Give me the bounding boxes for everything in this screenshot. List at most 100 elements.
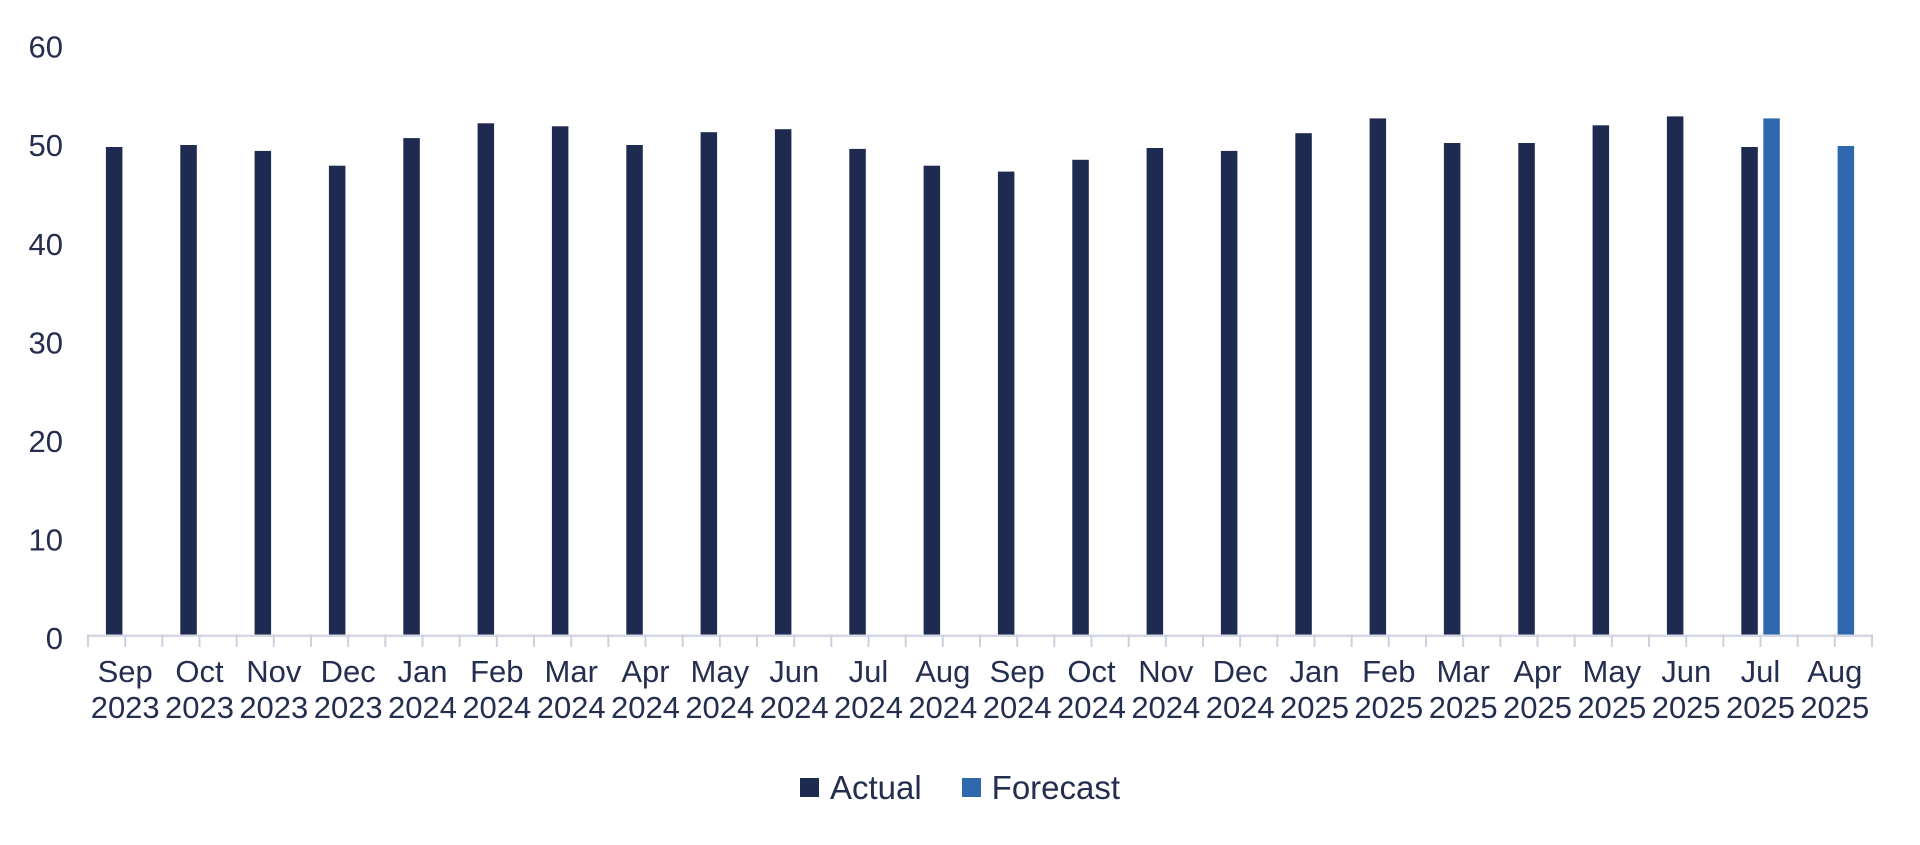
x-axis-tick <box>1648 634 1650 647</box>
y-axis-label: 60 <box>29 30 63 65</box>
x-axis-label-month: Sep <box>98 654 153 689</box>
y-axis-label: 20 <box>29 424 63 459</box>
x-axis-label-month: Nov <box>246 654 302 689</box>
y-axis-label: 30 <box>29 325 63 360</box>
x-axis-tick <box>1871 634 1873 647</box>
x-axis-label-year: 2024 <box>1131 690 1200 725</box>
x-axis-tick <box>310 634 312 647</box>
bar-actual-may-2025[interactable] <box>1592 125 1610 636</box>
x-axis-label-month: Jun <box>769 654 819 689</box>
x-axis-label-month: May <box>1583 654 1642 689</box>
x-axis-tick <box>1053 634 1056 647</box>
x-axis-label-year: 2024 <box>388 690 457 725</box>
bar-actual-sep-2023[interactable] <box>105 147 123 636</box>
x-axis-tick <box>1016 634 1019 647</box>
bar-forecast-aug-2025[interactable] <box>1837 146 1855 636</box>
legend-swatch-forecast <box>961 777 981 797</box>
x-axis-tick <box>1722 634 1725 647</box>
x-axis-label-year: 2024 <box>462 690 531 725</box>
y-axis-label: 40 <box>29 227 63 262</box>
bar-actual-mar-2025[interactable] <box>1443 143 1461 636</box>
x-axis-tick <box>570 634 573 647</box>
x-axis-tick <box>1387 634 1390 647</box>
x-axis-tick <box>1685 634 1688 647</box>
x-axis-tick <box>1276 634 1279 647</box>
bar-actual-jul-2024[interactable] <box>849 148 866 636</box>
x-axis-tick <box>421 634 424 647</box>
bar-actual-jan-2024[interactable] <box>403 138 420 636</box>
x-axis-label-year: 2024 <box>760 690 829 725</box>
x-axis-label-year: 2024 <box>1206 690 1275 725</box>
x-axis-tick <box>644 634 647 647</box>
x-axis-label-month: Jul <box>849 654 889 689</box>
x-axis-label-year: 2024 <box>834 690 903 725</box>
bar-actual-may-2024[interactable] <box>700 132 718 636</box>
bar-actual-aug-2024[interactable] <box>923 165 941 636</box>
x-axis-tick <box>1350 634 1353 647</box>
x-axis-tick <box>1239 634 1242 647</box>
x-axis-label-month: Sep <box>990 654 1045 689</box>
x-axis-label-month: Aug <box>915 654 970 689</box>
bar-actual-dec-2024[interactable] <box>1220 150 1238 636</box>
x-axis-tick <box>607 634 610 647</box>
bar-actual-jun-2024[interactable] <box>774 129 792 636</box>
x-axis-tick <box>1202 634 1204 647</box>
x-axis-tick <box>1536 634 1539 647</box>
x-axis-label-year: 2024 <box>537 690 606 725</box>
x-axis-tick <box>272 634 275 647</box>
x-axis-tick <box>1573 634 1576 647</box>
x-axis-label-year: 2025 <box>1280 690 1349 725</box>
x-axis-label-month: Oct <box>175 654 224 689</box>
x-axis-tick <box>1164 634 1167 647</box>
x-axis-label-month: Feb <box>470 654 523 689</box>
bar-actual-nov-2023[interactable] <box>254 150 272 636</box>
bar-actual-jun-2025[interactable] <box>1666 116 1684 636</box>
legend-item-forecast[interactable]: Forecast <box>961 771 1120 804</box>
x-axis-label-month: Nov <box>1138 654 1194 689</box>
x-axis-label-year: 2024 <box>611 690 680 725</box>
x-axis-tick <box>718 634 721 647</box>
x-axis-tick <box>347 634 350 647</box>
bar-actual-dec-2023[interactable] <box>328 165 346 636</box>
bar-actual-feb-2025[interactable] <box>1369 118 1387 636</box>
x-axis-label-year: 2025 <box>1429 690 1498 725</box>
x-axis-tick <box>941 634 944 647</box>
legend: Actual Forecast <box>0 769 1920 805</box>
bar-actual-nov-2024[interactable] <box>1146 148 1164 636</box>
bar-actual-apr-2025[interactable] <box>1518 143 1535 636</box>
x-axis-tick <box>793 634 796 647</box>
x-axis-label-year: 2023 <box>165 690 234 725</box>
x-axis-label-month: Oct <box>1067 654 1116 689</box>
bar-actual-feb-2024[interactable] <box>477 123 495 636</box>
x-axis-tick <box>1090 634 1093 647</box>
bar-actual-oct-2024[interactable] <box>1072 159 1089 636</box>
x-axis-label-year: 2024 <box>908 690 977 725</box>
x-axis-tick <box>1462 634 1465 647</box>
bar-actual-jul-2025[interactable] <box>1741 147 1758 636</box>
x-axis-tick <box>756 634 758 647</box>
x-axis-tick <box>235 634 238 647</box>
x-axis-tick <box>830 634 833 647</box>
x-axis-label-month: Jun <box>1661 654 1711 689</box>
bar-actual-jan-2025[interactable] <box>1295 133 1312 636</box>
x-axis-tick <box>681 634 684 647</box>
bar-actual-sep-2024[interactable] <box>997 171 1015 636</box>
x-axis-tick <box>1610 634 1613 647</box>
x-axis-label-month: Apr <box>1513 654 1561 689</box>
x-axis-tick <box>1796 634 1799 647</box>
legend-label-actual: Actual <box>829 768 922 806</box>
x-axis-label-month: Dec <box>321 654 376 689</box>
x-axis-tick <box>533 634 535 647</box>
bar-forecast-jul-2025[interactable] <box>1763 118 1780 636</box>
x-axis-tick <box>979 634 981 647</box>
x-axis-label-month: Mar <box>545 654 598 689</box>
y-axis-label: 0 <box>46 621 63 656</box>
x-axis-label-year: 2023 <box>314 690 383 725</box>
legend-item-actual[interactable]: Actual <box>799 768 922 806</box>
x-axis-tick <box>1759 634 1762 647</box>
x-axis-label-month: Apr <box>621 654 669 689</box>
bar-actual-oct-2023[interactable] <box>180 145 197 636</box>
bar-actual-mar-2024[interactable] <box>551 126 569 636</box>
bar-actual-apr-2024[interactable] <box>626 145 643 636</box>
x-axis-tick <box>198 634 201 647</box>
